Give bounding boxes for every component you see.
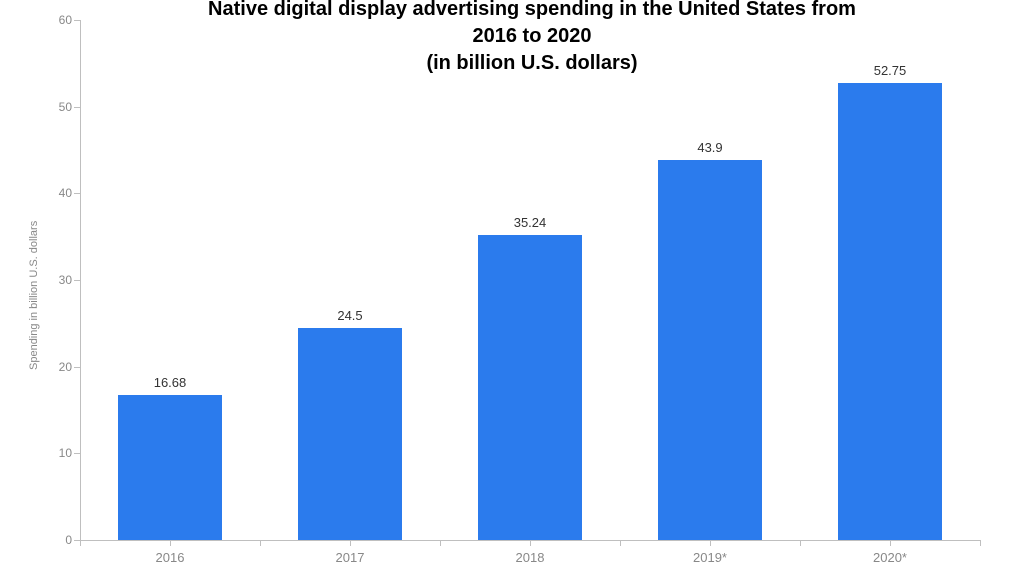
x-tick-mark bbox=[530, 540, 531, 546]
y-tick-label: 20 bbox=[42, 360, 72, 374]
bar-value-label: 16.68 bbox=[154, 375, 187, 390]
y-axis-line bbox=[80, 20, 81, 540]
x-tick-mark bbox=[710, 540, 711, 546]
y-tick-mark bbox=[74, 453, 80, 454]
bar-value-label: 52.75 bbox=[874, 63, 907, 78]
bar-value-label: 43.9 bbox=[697, 140, 722, 155]
bar bbox=[298, 328, 402, 540]
y-tick-mark bbox=[74, 20, 80, 21]
y-tick-label: 60 bbox=[42, 13, 72, 27]
bar bbox=[838, 83, 942, 540]
chart-container: Native digital display advertising spend… bbox=[0, 0, 1024, 576]
y-tick-mark bbox=[74, 107, 80, 108]
x-tick-sep bbox=[80, 540, 81, 546]
y-tick-mark bbox=[74, 280, 80, 281]
y-tick-label: 40 bbox=[42, 186, 72, 200]
bar bbox=[658, 160, 762, 540]
x-tick-sep bbox=[620, 540, 621, 546]
y-axis-label: Spending in billion U.S. dollars bbox=[28, 221, 40, 370]
bar bbox=[118, 395, 222, 540]
x-tick-label: 2019* bbox=[693, 550, 727, 565]
bar bbox=[478, 235, 582, 540]
x-tick-sep bbox=[800, 540, 801, 546]
x-tick-label: 2016 bbox=[156, 550, 185, 565]
x-tick-mark bbox=[170, 540, 171, 546]
y-tick-mark bbox=[74, 367, 80, 368]
x-tick-label: 2018 bbox=[516, 550, 545, 565]
y-tick-label: 0 bbox=[42, 533, 72, 547]
y-tick-mark bbox=[74, 193, 80, 194]
x-tick-mark bbox=[350, 540, 351, 546]
x-tick-label: 2017 bbox=[336, 550, 365, 565]
plot-area: 0102030405060201616.68201724.5201835.242… bbox=[80, 20, 980, 540]
y-tick-label: 50 bbox=[42, 100, 72, 114]
x-tick-sep bbox=[440, 540, 441, 546]
x-tick-sep bbox=[260, 540, 261, 546]
x-tick-label: 2020* bbox=[873, 550, 907, 565]
bar-value-label: 35.24 bbox=[514, 215, 547, 230]
bar-value-label: 24.5 bbox=[337, 308, 362, 323]
y-tick-label: 10 bbox=[42, 446, 72, 460]
x-tick-sep bbox=[980, 540, 981, 546]
y-tick-label: 30 bbox=[42, 273, 72, 287]
x-tick-mark bbox=[890, 540, 891, 546]
